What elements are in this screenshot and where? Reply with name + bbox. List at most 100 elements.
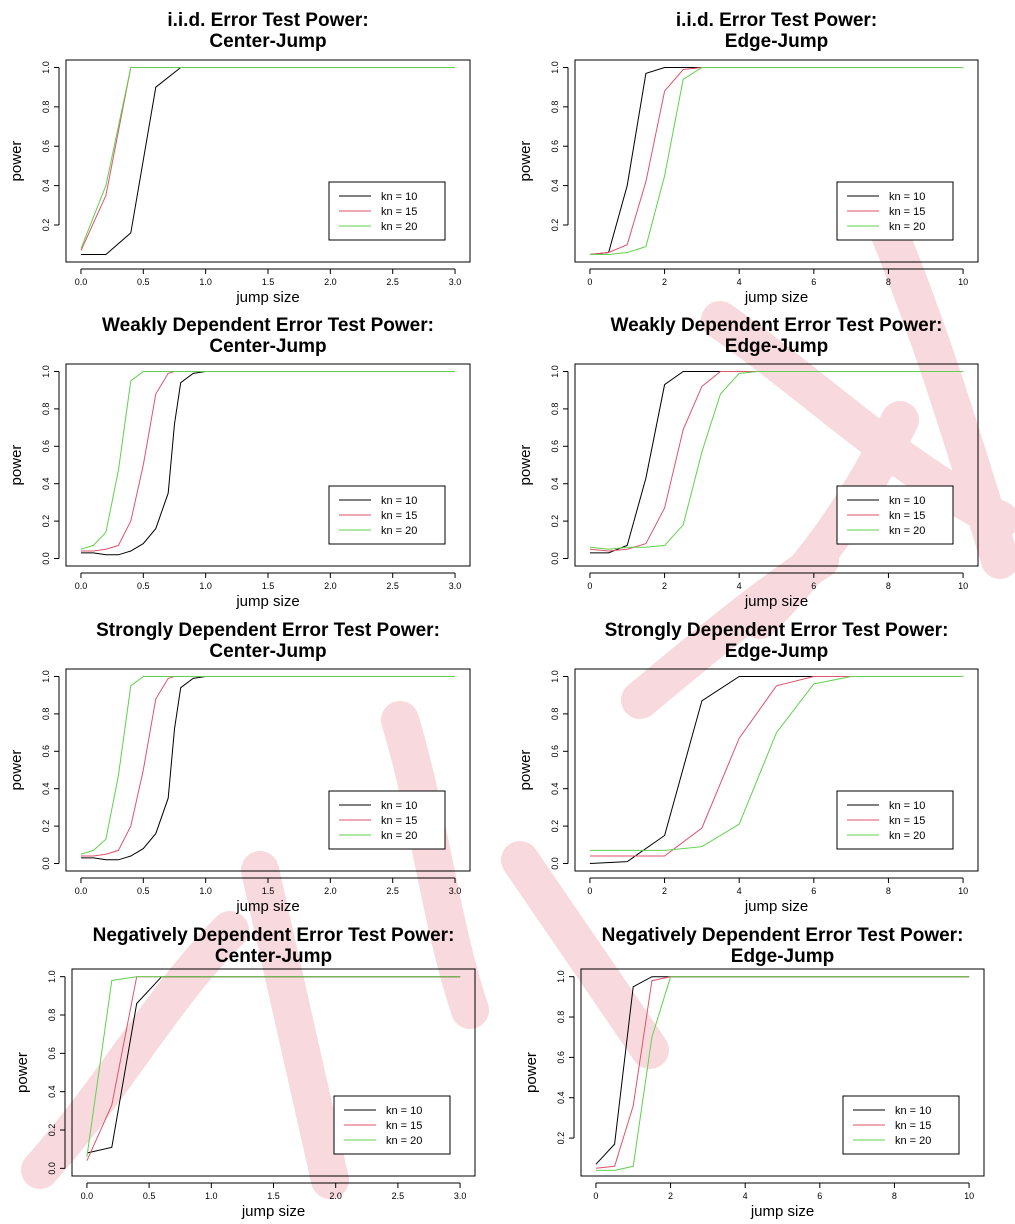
y-tick-label: 1.0 xyxy=(550,61,560,74)
watermark-stroke xyxy=(21,911,249,1189)
legend: kn = 10 kn = 15 kn = 20 xyxy=(328,790,446,850)
series-line-kn-15 xyxy=(589,67,964,255)
chart-title-line: Weakly Dependent Error Test Power: xyxy=(102,315,434,336)
x-axis-label: jump size xyxy=(235,289,299,306)
legend-entry: kn = 20 xyxy=(889,221,925,233)
y-axis: 0.0 0.2 0.4 0.6 0.8 1.0 xyxy=(550,365,569,565)
y-tick-label: 1.0 xyxy=(41,365,51,378)
legend-entry: kn = 15 xyxy=(889,510,925,522)
x-tick-label: 1.5 xyxy=(262,581,275,591)
y-tick-label: 1.0 xyxy=(550,670,560,683)
plot-frame xyxy=(71,968,476,1177)
x-tick-label: 2.0 xyxy=(324,581,337,591)
y-tick-label: 0.6 xyxy=(550,745,560,758)
x-tick-label: 2 xyxy=(668,1191,673,1201)
x-tick-label: 3.0 xyxy=(449,277,462,287)
x-tick-label: 10 xyxy=(958,581,968,591)
y-axis: 0.0 0.2 0.4 0.6 0.8 1.0 xyxy=(550,670,569,870)
series-line-kn-20 xyxy=(589,676,964,851)
x-tick-label: 2.0 xyxy=(324,277,337,287)
y-axis: 0.0 0.2 0.4 0.6 0.8 1.0 xyxy=(47,970,66,1175)
y-tick-label: 0.4 xyxy=(556,1091,566,1104)
legend-entry: kn = 10 xyxy=(381,191,417,203)
legend-entry: kn = 20 xyxy=(889,525,925,537)
x-tick-label: 8 xyxy=(892,1191,897,1201)
chart-panel-6: Strongly Dependent Error Test Power:Edge… xyxy=(517,620,979,915)
legend: kn = 10 kn = 15 kn = 20 xyxy=(836,485,954,545)
plot-frame xyxy=(65,363,471,567)
y-tick-label: 0.0 xyxy=(41,552,51,565)
legend-entry: kn = 15 xyxy=(889,815,925,827)
x-axis-label: jump size xyxy=(241,1203,305,1219)
x-tick-label: 6 xyxy=(817,1191,822,1201)
y-tick-label: 0.8 xyxy=(550,101,560,114)
x-tick-label: 3.0 xyxy=(454,1191,467,1201)
chart-title-line: Negatively Dependent Error Test Power: xyxy=(602,925,964,946)
chart-title-line: Strongly Dependent Error Test Power: xyxy=(96,620,440,641)
y-tick-label: 0.4 xyxy=(41,782,51,795)
chart-title-line: Strongly Dependent Error Test Power: xyxy=(605,620,949,641)
chart-panel-4: Weakly Dependent Error Test Power:Edge-J… xyxy=(517,315,979,610)
y-tick-label: 0.2 xyxy=(41,820,51,833)
series-line-kn-20 xyxy=(595,976,970,1171)
chart-panel-7: Negatively Dependent Error Test Power:Ce… xyxy=(14,925,476,1220)
x-tick-label: 1.0 xyxy=(199,581,212,591)
chart-title-line: Edge-Jump xyxy=(731,946,834,967)
y-tick-label: 0.2 xyxy=(550,820,560,833)
x-tick-label: 4 xyxy=(737,581,742,591)
x-tick-label: 0.0 xyxy=(81,1191,94,1201)
y-tick-label: 0.8 xyxy=(556,1011,566,1024)
watermark-stroke xyxy=(381,701,489,1029)
legend-entry: kn = 10 xyxy=(386,1105,422,1117)
legend: kn = 10 kn = 15 kn = 20 xyxy=(328,181,446,241)
legend-entry: kn = 20 xyxy=(381,221,417,233)
legend-entry: kn = 10 xyxy=(889,495,925,507)
series-line-kn-20 xyxy=(80,676,455,855)
x-axis: 0 2 4 6 8 10 xyxy=(593,1182,974,1201)
plot-frame xyxy=(580,968,985,1177)
series-line-kn-20 xyxy=(80,67,455,249)
x-tick-label: 1.5 xyxy=(262,277,275,287)
x-tick-label: 8 xyxy=(886,886,891,896)
y-tick-label: 0.8 xyxy=(41,101,51,114)
chart-title-line: Edge-Jump xyxy=(725,31,828,52)
x-tick-label: 2.5 xyxy=(386,277,399,287)
x-tick-label: 10 xyxy=(958,277,968,287)
legend-entry: kn = 20 xyxy=(895,1135,931,1147)
series-line-kn-20 xyxy=(589,67,964,255)
x-axis-label: jump size xyxy=(744,593,808,610)
x-axis: 0.0 0.5 1.0 1.5 2.0 2.5 3.0 xyxy=(75,572,461,591)
plot-frame xyxy=(574,668,979,872)
x-axis: 0 2 4 6 8 10 xyxy=(587,268,968,287)
x-tick-label: 2.5 xyxy=(392,1191,405,1201)
series-line-kn-20 xyxy=(86,976,461,1157)
chart-panel-2: i.i.d. Error Test Power:Edge-Jump 0 2 4 6 8 10… xyxy=(517,10,979,306)
x-axis-label: jump size xyxy=(235,593,299,610)
legend-entry: kn = 20 xyxy=(889,830,925,842)
x-axis: 0 2 4 6 8 10 xyxy=(587,572,968,591)
x-tick-label: 1.5 xyxy=(267,1191,280,1201)
y-tick-label: 0.2 xyxy=(41,515,51,528)
chart-panel-8: Negatively Dependent Error Test Power:Ed… xyxy=(523,925,985,1220)
y-tick-label: 0.2 xyxy=(47,1124,57,1137)
plot-frame xyxy=(574,59,979,263)
chart-title-line: Center-Jump xyxy=(209,31,326,52)
y-tick-label: 1.0 xyxy=(556,970,566,983)
y-tick-label: 0.4 xyxy=(41,179,51,192)
x-tick-label: 0.0 xyxy=(75,581,88,591)
x-tick-label: 2.0 xyxy=(329,1191,342,1201)
series-line-kn-20 xyxy=(589,371,964,550)
y-tick-label: 0.0 xyxy=(550,552,560,565)
legend-entry: kn = 15 xyxy=(381,206,417,218)
legend-entry: kn = 15 xyxy=(381,815,417,827)
x-tick-label: 10 xyxy=(964,1191,974,1201)
legend-entry: kn = 20 xyxy=(381,830,417,842)
watermark-stroke xyxy=(501,841,669,1069)
legend-entry: kn = 10 xyxy=(895,1105,931,1117)
x-tick-label: 2.5 xyxy=(386,886,399,896)
series-line-kn-20 xyxy=(80,371,455,550)
y-tick-label: 0.0 xyxy=(47,1162,57,1175)
legend-entry: kn = 10 xyxy=(889,800,925,812)
x-tick-label: 6 xyxy=(811,581,816,591)
